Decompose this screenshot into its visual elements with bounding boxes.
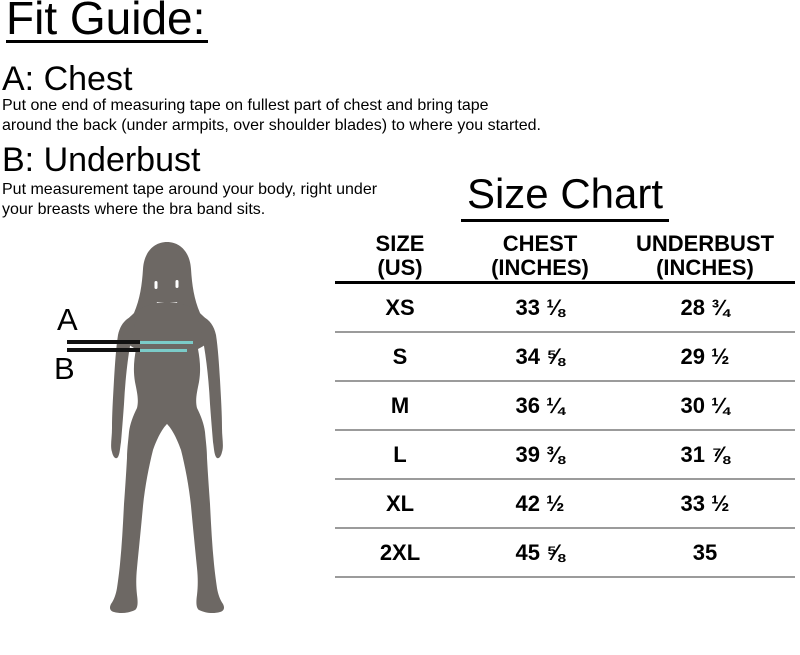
section-b-heading: B: Underbust	[2, 141, 201, 179]
section-b-line1: Put measurement tape around your body, r…	[2, 181, 378, 198]
body-silhouette-diagram	[110, 242, 224, 614]
section-a-line1: Put one end of measuring tape on fullest…	[2, 97, 489, 114]
section-b-line2: your breasts where the bra band sits.	[2, 201, 266, 218]
underbust-tape-line	[140, 349, 187, 352]
right-eye	[175, 280, 179, 288]
header-chest-line2: (INCHES)	[491, 255, 589, 280]
silhouette-torso-legs	[110, 302, 224, 614]
table-row: XL 42 ½ 33 ½	[335, 480, 795, 529]
size-table-header: SIZE (US) CHEST (INCHES) UNDERBUST (INCH…	[335, 231, 795, 284]
cell-underbust: 35	[692, 539, 718, 565]
size-chart-table: SIZE (US) CHEST (INCHES) UNDERBUST (INCH…	[335, 231, 795, 578]
cell-underbust: 29 ½	[680, 343, 730, 369]
table-row: 2XL 45 ⅝ 35	[335, 529, 795, 578]
cell-underbust: 30 ¼	[680, 392, 730, 418]
section-a-heading: A: Chest	[2, 60, 133, 98]
left-eye	[154, 281, 158, 289]
cell-size: L	[393, 441, 407, 467]
table-row: XS 33 ⅛ 28 ¾	[335, 284, 795, 333]
header-col-chest: CHEST (INCHES)	[465, 232, 615, 280]
section-b-description: Put measurement tape around your body, r…	[2, 180, 377, 220]
cell-size: 2XL	[379, 539, 421, 565]
marker-a-label: A	[57, 302, 78, 337]
header-size-line2: (US)	[377, 255, 423, 280]
table-row: M 36 ¼ 30 ¼	[335, 382, 795, 431]
marker-a-line	[67, 340, 140, 344]
silhouette-head	[128, 242, 206, 324]
cell-size: XL	[385, 490, 415, 516]
header-chest-line1: CHEST	[502, 231, 578, 256]
marker-b-label: B	[54, 351, 75, 386]
header-size-line1: SIZE	[375, 231, 425, 256]
header-underbust-line1: UNDERBUST	[635, 231, 775, 256]
page-title: Fit Guide:	[6, 0, 209, 43]
cell-chest: 34 ⅝	[515, 343, 565, 369]
marker-b-line	[67, 348, 140, 352]
size-chart-title-wrap: Size Chart	[335, 173, 795, 222]
cell-chest: 33 ⅛	[515, 294, 565, 320]
cell-size: S	[392, 343, 408, 369]
table-row: L 39 ⅜ 31 ⅞	[335, 431, 795, 480]
table-row: S 34 ⅝ 29 ½	[335, 333, 795, 382]
chest-tape-line	[140, 341, 193, 344]
cell-chest: 45 ⅝	[515, 539, 565, 565]
cell-underbust: 31 ⅞	[680, 441, 730, 467]
header-underbust-line2: (INCHES)	[656, 255, 754, 280]
cell-chest: 36 ¼	[515, 392, 565, 418]
header-col-size: SIZE (US)	[335, 232, 465, 280]
cell-underbust: 33 ½	[680, 490, 730, 516]
silhouette-right-arm	[197, 316, 223, 459]
cell-size: M	[390, 392, 410, 418]
cell-underbust: 28 ¾	[680, 294, 730, 320]
section-a-line2: around the back (under armpits, over sho…	[2, 117, 541, 134]
header-col-underbust: UNDERBUST (INCHES)	[615, 232, 795, 280]
cell-chest: 39 ⅜	[515, 441, 565, 467]
size-chart-title: Size Chart	[460, 173, 670, 222]
section-a-description: Put one end of measuring tape on fullest…	[2, 96, 541, 136]
cell-size: XS	[385, 294, 415, 320]
cell-chest: 42 ½	[515, 490, 565, 516]
